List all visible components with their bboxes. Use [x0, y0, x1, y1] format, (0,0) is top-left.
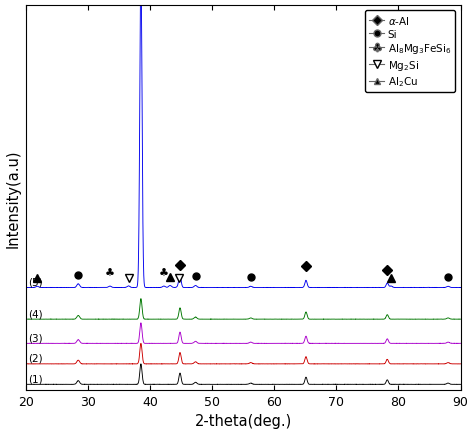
Legend: $\alpha$-Al, Si, Al$_8$Mg$_3$FeSi$_6$, Mg$_2$Si, Al$_2$Cu: $\alpha$-Al, Si, Al$_8$Mg$_3$FeSi$_6$, M…	[365, 11, 456, 93]
Text: (4): (4)	[28, 309, 43, 319]
Text: (3): (3)	[28, 332, 43, 342]
Text: (5): (5)	[28, 277, 43, 287]
Text: (1): (1)	[28, 374, 43, 384]
Text: ♣: ♣	[105, 268, 115, 278]
X-axis label: 2-theta(deg.): 2-theta(deg.)	[195, 414, 292, 428]
Text: ♣: ♣	[159, 268, 169, 278]
Text: (2): (2)	[28, 353, 43, 363]
Y-axis label: Intensity(a.u): Intensity(a.u)	[6, 149, 20, 247]
